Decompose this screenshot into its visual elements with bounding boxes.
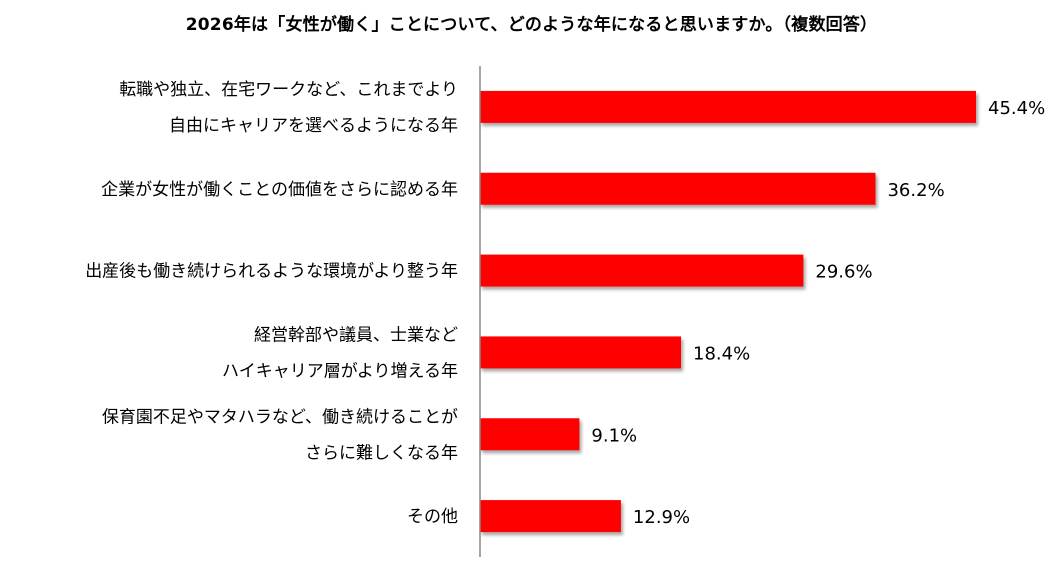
- category-label-line: 自由にキャリアを選べるようになる年: [169, 116, 458, 136]
- category-label-line: その他: [407, 507, 458, 527]
- chart-title: 2026年は「女性が働く」ことについて、どのような年になると思いますか。（複数回…: [185, 15, 878, 35]
- data-label-2: 29.6%: [815, 262, 872, 283]
- category-label-1: 企業が女性が働くことの価値をさらに認める年: [101, 180, 458, 200]
- data-label-0: 45.4%: [988, 98, 1045, 119]
- category-label-line: 保育園不足やマタハラなど、働き続けることが: [102, 407, 458, 427]
- data-label-3: 18.4%: [693, 343, 750, 364]
- category-label-line: 企業が女性が働くことの価値をさらに認める年: [101, 180, 458, 200]
- bar-1: [480, 172, 876, 205]
- data-label-5: 12.9%: [633, 507, 690, 528]
- category-label-line: さらに難しくなる年: [305, 443, 458, 463]
- data-label-4: 9.1%: [591, 425, 637, 446]
- data-label-1: 36.2%: [887, 180, 944, 201]
- bar-5: [480, 500, 621, 533]
- category-label-2: 出産後も働き続けられるような環境がより整う年: [85, 262, 458, 282]
- category-label-0: 転職や独立、在宅ワークなど、これまでより自由にキャリアを選べるようになる年: [119, 80, 458, 136]
- bar-3: [480, 336, 682, 369]
- category-label-line: 出産後も働き続けられるような環境がより整う年: [85, 262, 458, 282]
- bar-4: [480, 418, 580, 451]
- category-label-3: 経営幹部や議員、士業などハイキャリア層がより増える年: [222, 324, 458, 381]
- bar-2: [480, 254, 804, 287]
- category-label-5: その他: [407, 507, 458, 527]
- category-label-line: 経営幹部や議員、士業など: [254, 324, 458, 345]
- category-label-4: 保育園不足やマタハラなど、働き続けることがさらに難しくなる年: [102, 407, 458, 463]
- bar-0: [480, 90, 976, 123]
- category-label-line: ハイキャリア層がより増える年: [222, 361, 458, 381]
- category-label-line: 転職や独立、在宅ワークなど、これまでより: [119, 80, 458, 100]
